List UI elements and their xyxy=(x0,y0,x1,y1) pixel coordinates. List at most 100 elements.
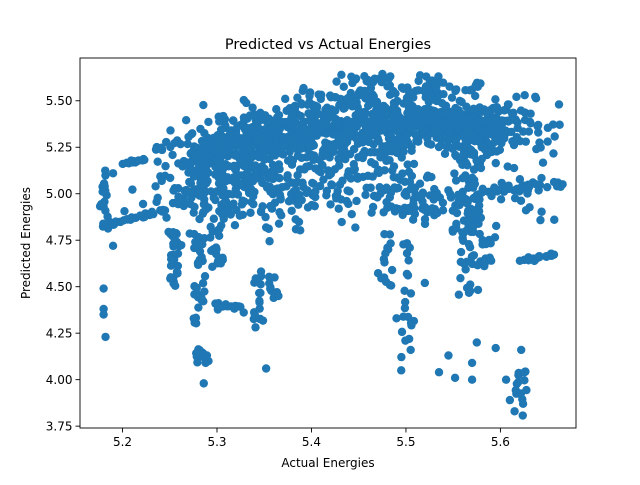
data-point xyxy=(258,202,267,211)
data-point xyxy=(153,157,162,166)
data-point xyxy=(129,213,138,223)
data-point xyxy=(166,261,176,270)
data-point xyxy=(212,245,221,254)
data-point xyxy=(179,194,188,203)
data-point xyxy=(281,94,290,104)
data-point xyxy=(276,193,285,202)
data-point xyxy=(162,213,171,222)
data-point xyxy=(166,254,176,264)
x-tick-label: 5.3 xyxy=(207,435,226,449)
data-point xyxy=(425,139,434,149)
data-point xyxy=(466,280,475,289)
data-point xyxy=(459,228,469,237)
data-point xyxy=(497,178,506,188)
data-point xyxy=(101,332,110,342)
data-point xyxy=(435,130,444,139)
data-point xyxy=(350,164,359,174)
data-point xyxy=(337,70,346,80)
data-point xyxy=(400,286,409,296)
data-point xyxy=(534,128,543,137)
data-point xyxy=(469,165,479,174)
data-point xyxy=(365,122,375,131)
data-point xyxy=(371,130,380,139)
data-point xyxy=(399,147,408,156)
data-point xyxy=(181,116,191,125)
data-point xyxy=(222,301,231,311)
data-point xyxy=(503,100,513,109)
data-point xyxy=(183,139,192,149)
data-point xyxy=(265,130,274,139)
data-point xyxy=(422,116,432,126)
data-point xyxy=(99,202,108,211)
x-tick-label: 5.5 xyxy=(396,435,415,449)
data-point xyxy=(266,201,275,211)
data-point xyxy=(473,261,482,270)
data-point xyxy=(352,134,361,144)
data-point xyxy=(170,138,179,148)
data-point xyxy=(462,143,471,152)
data-point xyxy=(358,150,367,159)
data-point xyxy=(219,214,228,224)
data-point xyxy=(445,82,454,91)
data-point xyxy=(194,349,204,358)
data-point xyxy=(153,193,162,203)
data-point xyxy=(470,91,480,101)
data-point xyxy=(393,96,402,106)
data-point xyxy=(335,155,344,165)
data-point xyxy=(293,178,302,187)
data-point xyxy=(536,215,545,225)
data-point xyxy=(317,124,327,133)
data-point xyxy=(347,72,356,81)
data-point xyxy=(197,252,206,262)
data-point xyxy=(99,310,108,319)
data-point xyxy=(244,188,254,198)
data-point xyxy=(325,153,334,162)
data-point xyxy=(400,297,410,307)
data-point xyxy=(186,149,195,158)
data-point xyxy=(363,101,373,111)
data-point xyxy=(261,212,270,222)
data-point xyxy=(185,177,194,187)
data-point xyxy=(511,386,520,395)
data-point xyxy=(438,206,448,215)
data-point xyxy=(486,239,495,248)
data-point xyxy=(360,86,369,96)
data-point xyxy=(550,215,559,224)
data-point xyxy=(321,105,330,114)
data-point xyxy=(315,181,325,191)
data-point xyxy=(366,183,375,192)
data-point xyxy=(407,171,417,181)
data-point xyxy=(372,123,381,132)
data-point xyxy=(464,182,474,191)
data-point xyxy=(521,206,531,215)
data-point xyxy=(256,288,265,298)
data-point xyxy=(490,183,499,192)
data-point xyxy=(503,162,512,171)
data-point xyxy=(490,137,499,147)
data-point xyxy=(206,222,215,232)
data-point xyxy=(311,164,320,173)
data-point xyxy=(472,205,482,214)
data-point xyxy=(394,204,403,214)
data-point xyxy=(108,241,118,250)
data-point xyxy=(296,144,306,153)
data-point xyxy=(526,109,535,118)
data-point xyxy=(377,78,386,87)
data-point xyxy=(523,189,532,198)
data-point xyxy=(543,137,552,146)
data-point xyxy=(402,249,412,258)
data-point xyxy=(287,160,297,169)
data-point xyxy=(322,191,331,200)
data-point xyxy=(204,356,213,366)
data-point xyxy=(420,278,430,288)
data-point xyxy=(122,158,131,167)
data-point xyxy=(237,179,247,189)
data-point xyxy=(475,136,484,145)
data-point xyxy=(307,200,316,210)
data-point xyxy=(199,100,208,110)
data-point xyxy=(520,376,529,385)
data-point xyxy=(332,77,341,86)
data-point xyxy=(432,188,441,198)
data-point xyxy=(261,364,271,373)
